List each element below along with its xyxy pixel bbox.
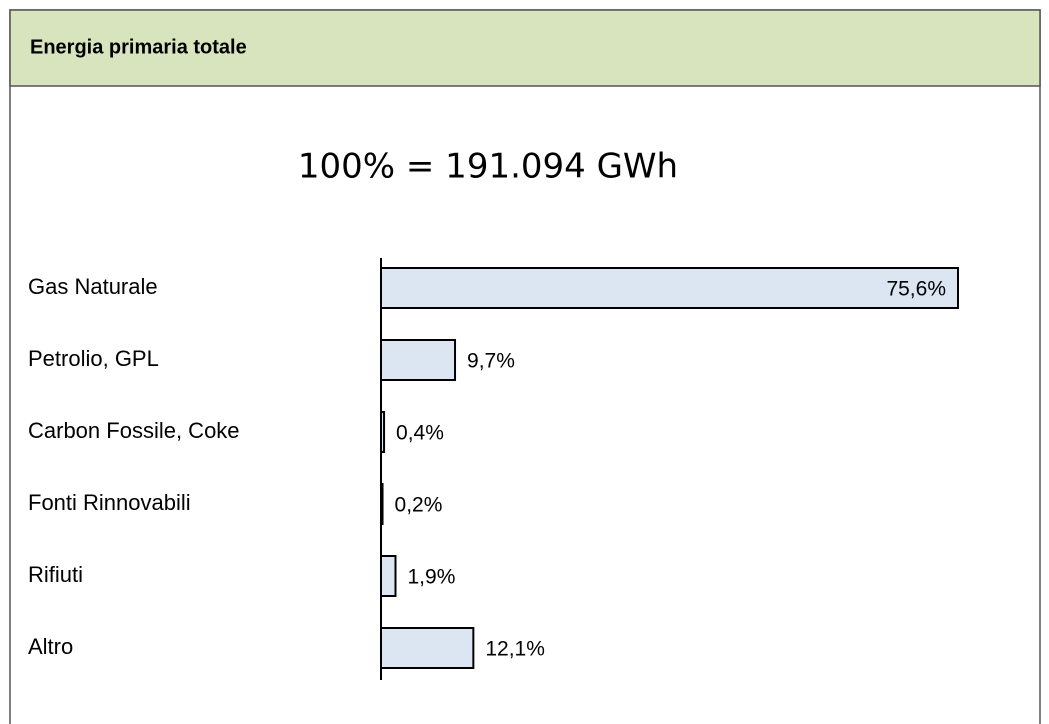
bar [380,627,475,669]
category-label: Rifiuti [28,562,83,587]
value-label: 75,6% [886,278,946,301]
panel [9,9,1041,724]
value-label: 1,9% [408,566,456,589]
category-label: Fonti Rinnovabili [28,490,191,515]
category-label: Gas Naturale [28,274,158,299]
bar [380,339,457,381]
chart-title: Energia primaria totale [30,36,247,58]
value-label: 9,7% [467,350,515,373]
bar [380,483,384,525]
category-label: Petrolio, GPL [28,346,159,371]
value-label: 0,4% [396,422,444,445]
bar [380,267,959,309]
bar [380,555,397,597]
bar [380,411,386,453]
value-label: 0,2% [395,494,443,517]
category-label: Altro [28,634,73,659]
value-label: 12,1% [485,638,545,661]
chart-subtitle: 100% = 191.094 GWh [298,147,678,187]
panel-header [9,9,1041,87]
category-label: Carbon Fossile, Coke [28,418,240,443]
